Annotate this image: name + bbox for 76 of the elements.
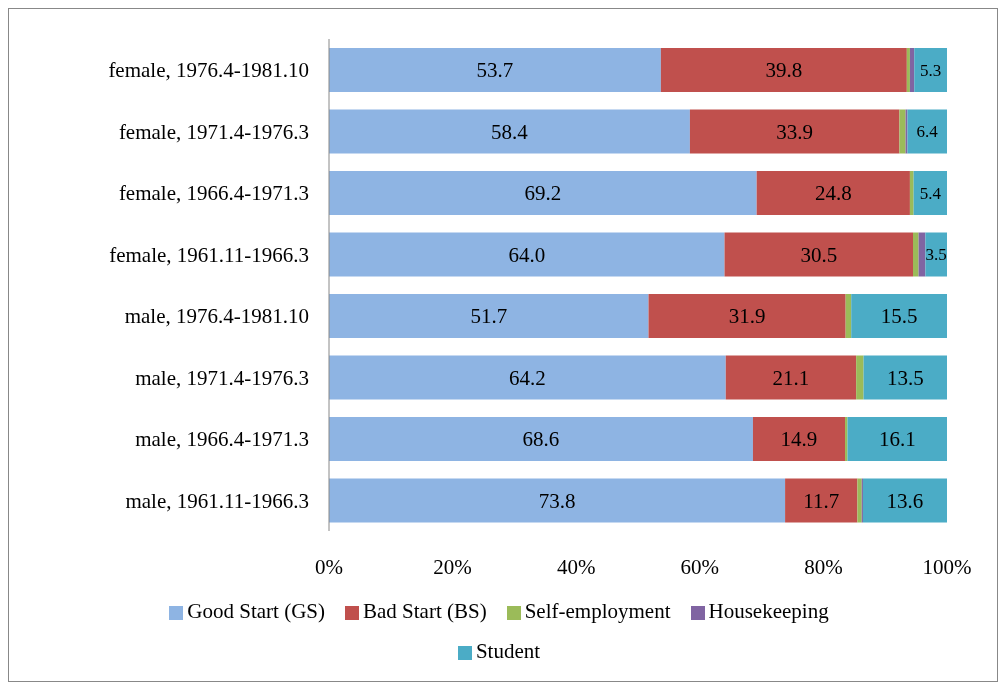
bar bbox=[862, 478, 947, 523]
legend-label: Student bbox=[475, 639, 541, 663]
y-tick-label: female, 1961.11-1966.3 bbox=[109, 242, 309, 267]
bar bbox=[329, 417, 753, 461]
bar bbox=[909, 171, 914, 215]
bar bbox=[845, 294, 852, 338]
bar bbox=[329, 355, 726, 400]
y-tick-label: male, 1961.11-1966.3 bbox=[125, 488, 309, 513]
bar bbox=[913, 171, 947, 215]
bar bbox=[725, 355, 857, 400]
bar bbox=[913, 232, 919, 277]
data-label: 5.3 bbox=[920, 60, 942, 80]
bar bbox=[851, 294, 947, 338]
y-tick-label: male, 1976.4-1981.10 bbox=[124, 304, 309, 329]
data-label: 13.6 bbox=[886, 488, 924, 513]
data-label: 16.1 bbox=[878, 427, 916, 451]
bar bbox=[329, 171, 757, 215]
y-tick-label: male, 1966.4-1971.3 bbox=[135, 427, 309, 452]
data-label: 24.8 bbox=[814, 181, 852, 205]
bar bbox=[906, 48, 910, 92]
y-tick-label: male, 1971.4-1976.3 bbox=[135, 365, 309, 390]
bar bbox=[785, 478, 858, 523]
x-tick-label: 80% bbox=[804, 554, 843, 579]
legend-label: Housekeeping bbox=[708, 599, 829, 623]
legend-label: Self-employment bbox=[524, 599, 671, 623]
data-label: 53.7 bbox=[476, 58, 514, 82]
data-label: 64.0 bbox=[508, 242, 546, 267]
data-label: 68.6 bbox=[522, 427, 560, 451]
x-tick-label: 20% bbox=[433, 554, 472, 579]
bar bbox=[899, 109, 906, 154]
x-tick-label: 60% bbox=[680, 554, 720, 579]
x-tick-label: 0% bbox=[315, 554, 343, 579]
data-label: 15.5 bbox=[880, 304, 918, 328]
x-tick-label: 40% bbox=[556, 554, 596, 579]
data-label: 13.5 bbox=[886, 365, 924, 390]
bar bbox=[925, 232, 947, 277]
bar bbox=[329, 48, 661, 92]
bar bbox=[914, 48, 947, 92]
data-label: 39.8 bbox=[765, 58, 803, 82]
data-label: 30.5 bbox=[800, 242, 838, 267]
bar bbox=[857, 478, 862, 523]
bar bbox=[845, 417, 848, 461]
data-label: 6.4 bbox=[916, 122, 939, 141]
data-label: 33.9 bbox=[776, 119, 814, 144]
data-label: 14.9 bbox=[780, 427, 818, 451]
y-tick-label: female, 1976.4-1981.10 bbox=[108, 58, 309, 83]
data-label: 51.7 bbox=[470, 304, 508, 328]
bar bbox=[329, 294, 649, 338]
data-label: 11.7 bbox=[803, 488, 840, 513]
data-label: 31.9 bbox=[728, 304, 766, 328]
bar bbox=[648, 294, 846, 338]
data-label: 21.1 bbox=[772, 365, 810, 390]
y-tick-label: female, 1966.4-1971.3 bbox=[118, 181, 309, 206]
data-label: 5.4 bbox=[919, 183, 942, 203]
data-label: 69.2 bbox=[524, 181, 562, 205]
bar bbox=[329, 232, 725, 277]
bar bbox=[907, 109, 947, 154]
data-label: 58.4 bbox=[491, 119, 529, 144]
data-label: 64.2 bbox=[509, 365, 546, 390]
data-label: 3.5 bbox=[925, 245, 947, 264]
bar bbox=[856, 355, 864, 400]
legend-label: Good Start (GS) bbox=[187, 599, 326, 623]
bar bbox=[689, 109, 900, 154]
bar bbox=[724, 232, 914, 277]
bar bbox=[329, 478, 786, 523]
data-label: 73.8 bbox=[538, 488, 576, 513]
bar bbox=[752, 417, 846, 461]
bar bbox=[847, 417, 947, 461]
bar bbox=[863, 355, 947, 400]
x-tick-label: 100% bbox=[922, 554, 972, 579]
bar bbox=[329, 109, 690, 154]
bar bbox=[756, 171, 910, 215]
legend-label: Bad Start (BS) bbox=[363, 599, 487, 623]
bar bbox=[660, 48, 907, 92]
y-tick-label: female, 1971.4-1976.3 bbox=[118, 119, 309, 144]
bar bbox=[909, 48, 915, 92]
